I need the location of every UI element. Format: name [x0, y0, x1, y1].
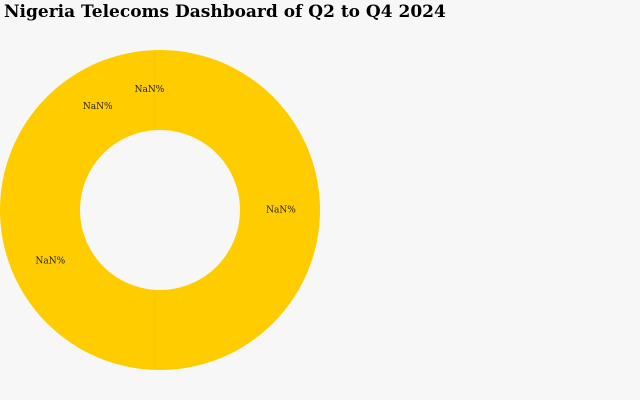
value-label: NaN%	[266, 206, 296, 216]
donut-ring	[0, 50, 320, 370]
value-label: NaN%	[135, 85, 165, 95]
value-label: NaN%	[83, 102, 113, 112]
value-label: NaN%	[36, 257, 66, 267]
chart-title: Nigeria Telecoms Dashboard of Q2 to Q4 2…	[4, 2, 446, 22]
